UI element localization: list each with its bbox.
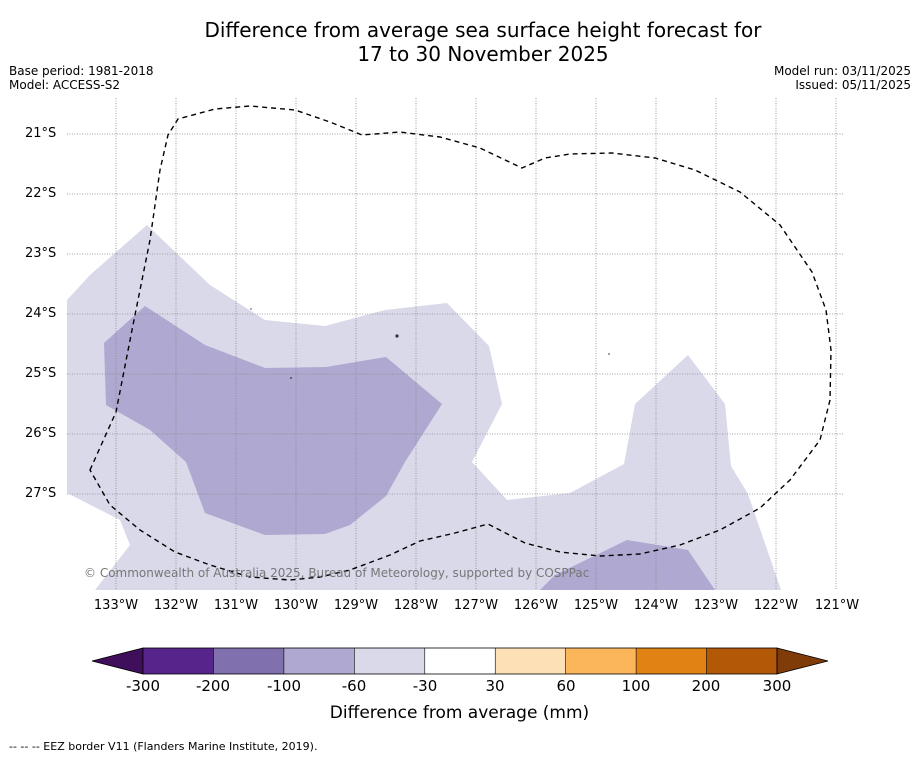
island-marker xyxy=(608,353,610,355)
colorbar-extend-low xyxy=(91,647,144,675)
model-name: Model: ACCESS-S2 xyxy=(9,78,121,92)
map-title: Difference from average sea surface heig… xyxy=(0,18,919,66)
island-marker xyxy=(395,334,399,338)
colorbar-segment xyxy=(424,648,496,674)
lat-label: 21°S xyxy=(25,126,57,141)
colorbar-tick: 200 xyxy=(691,677,721,695)
colorbar-tick: -300 xyxy=(125,677,161,695)
colorbar-segment xyxy=(143,648,214,674)
colorbar-tick: -30 xyxy=(412,677,438,695)
colorbar-segment xyxy=(283,648,355,674)
colorbar-tick: 100 xyxy=(621,677,651,695)
lat-label: 27°S xyxy=(25,486,57,501)
title-line-2: 17 to 30 November 2025 xyxy=(357,42,609,66)
grid-lines xyxy=(67,98,843,590)
colorbar xyxy=(91,647,829,675)
islands xyxy=(250,308,610,379)
lon-label: 125°W xyxy=(573,598,619,613)
title-line-1: Difference from average sea surface heig… xyxy=(204,18,762,42)
colorbar-segment xyxy=(354,648,426,674)
lon-label: 128°W xyxy=(393,598,439,613)
colorbar-tick: -100 xyxy=(266,677,302,695)
island-marker xyxy=(290,377,292,379)
anomaly-fill-layer xyxy=(67,225,781,590)
lat-label: 24°S xyxy=(25,306,57,321)
lon-label: 130°W xyxy=(273,598,319,613)
lon-label: 122°W xyxy=(753,598,799,613)
anomaly-region-medium-southeast xyxy=(540,540,715,590)
colorbar-tick: -60 xyxy=(341,677,367,695)
island-marker xyxy=(250,308,252,310)
colorbar-frame xyxy=(142,647,778,675)
issued-date: Issued: 05/11/2025 xyxy=(795,78,911,92)
lon-label: 132°W xyxy=(153,598,199,613)
lat-label: 22°S xyxy=(25,186,57,201)
colorbar-tick: 30 xyxy=(485,677,505,695)
lon-label: 131°W xyxy=(213,598,259,613)
colorbar-title: Difference from average (mm) xyxy=(329,703,590,723)
meta-left: Base period: 1981-2018 Model: ACCESS-S2 xyxy=(9,64,154,92)
lon-label: 121°W xyxy=(814,598,860,613)
lon-label: 126°W xyxy=(513,598,559,613)
lat-label: 23°S xyxy=(25,246,57,261)
lon-label: 123°W xyxy=(693,598,739,613)
colorbar-tick: -200 xyxy=(195,677,231,695)
lat-label: 26°S xyxy=(25,426,57,441)
copyright-notice: © Commonwealth of Australia 2025, Bureau… xyxy=(84,566,590,580)
lon-label: 127°W xyxy=(453,598,499,613)
colorbar-segment xyxy=(636,648,707,674)
meta-right: Model run: 03/11/2025 Issued: 05/11/2025 xyxy=(774,64,911,92)
colorbar-segment xyxy=(495,648,567,674)
lat-label: 25°S xyxy=(25,366,57,381)
colorbar-tick: 60 xyxy=(556,677,576,695)
colorbar-extend-high xyxy=(776,647,829,675)
colorbar-segment xyxy=(565,648,637,674)
lon-label: 124°W xyxy=(633,598,679,613)
eez-footnote: -- -- -- EEZ border V11 (Flanders Marine… xyxy=(9,740,318,753)
colorbar-segment xyxy=(213,648,285,674)
colorbar-tick: 300 xyxy=(762,677,792,695)
anomaly-region-medium-west xyxy=(104,306,442,535)
base-period: Base period: 1981-2018 xyxy=(9,64,154,78)
colorbar-segment xyxy=(706,648,778,674)
lon-label: 129°W xyxy=(333,598,379,613)
model-run: Model run: 03/11/2025 xyxy=(773,64,911,78)
lon-label: 133°W xyxy=(93,598,139,613)
